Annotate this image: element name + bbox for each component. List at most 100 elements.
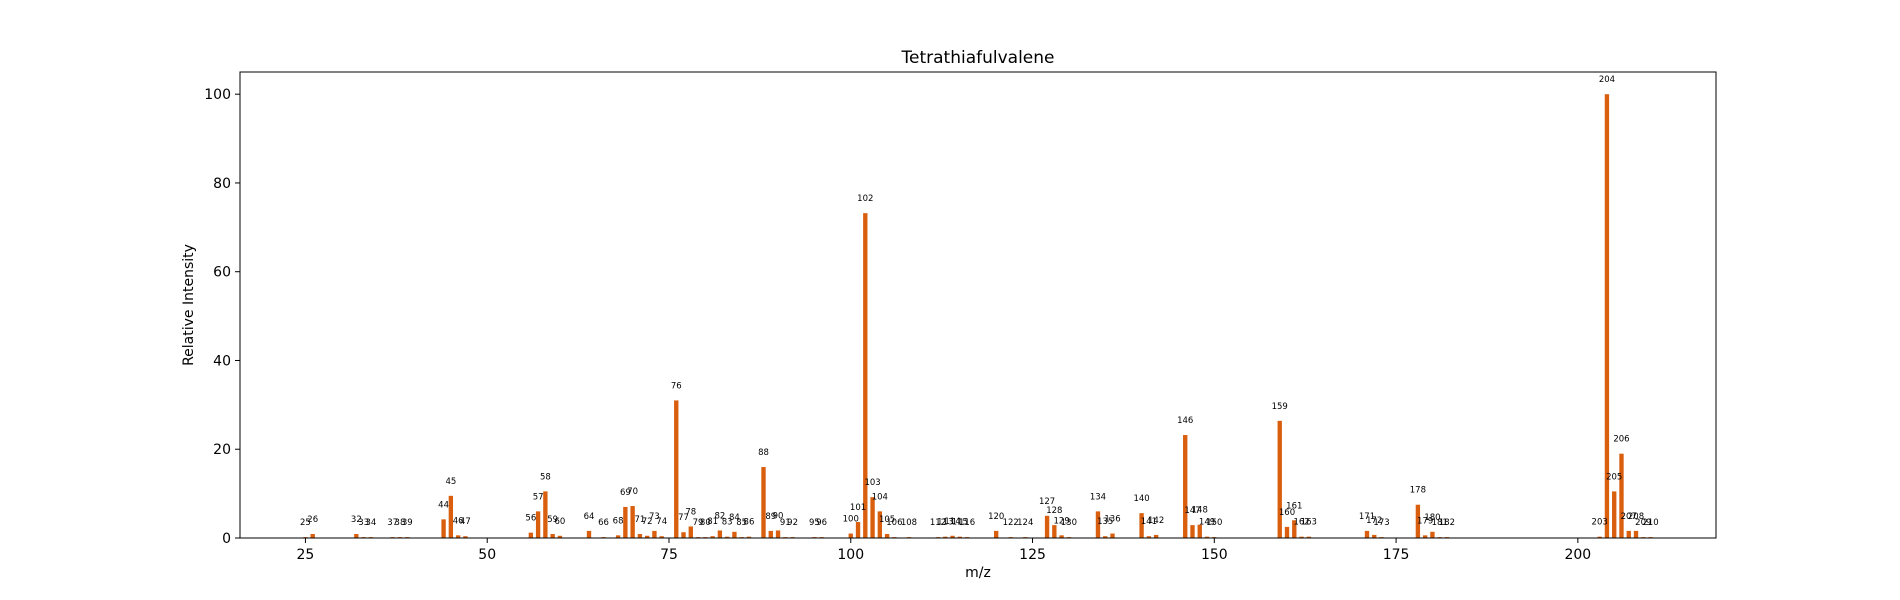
peak-label: 106 bbox=[886, 518, 902, 528]
peak-label: 89 bbox=[765, 512, 776, 522]
bar-mz-171 bbox=[1364, 530, 1370, 538]
bar-mz-72 bbox=[644, 535, 650, 538]
bar-mz-135 bbox=[1103, 536, 1108, 538]
peak-label: 142 bbox=[1148, 516, 1164, 526]
peak-label: 207 bbox=[1621, 512, 1637, 522]
peak-label: 134 bbox=[1090, 492, 1106, 502]
peak-label: 208 bbox=[1628, 512, 1644, 522]
bar-mz-141 bbox=[1146, 536, 1152, 538]
bar-mz-88 bbox=[761, 466, 766, 538]
peak-label: 26 bbox=[307, 515, 318, 525]
y-axis: 0 20 40 60 80 100 bbox=[204, 87, 240, 547]
bar-mz-77 bbox=[681, 532, 686, 538]
bar-mz-115 bbox=[957, 536, 962, 538]
bar-mz-90 bbox=[775, 530, 781, 538]
peak-label: 72 bbox=[642, 517, 653, 527]
peak-label: 84 bbox=[729, 513, 740, 523]
peak-label: 32 bbox=[351, 515, 362, 525]
peak-label: 112 bbox=[930, 518, 946, 528]
bar-mz-100 bbox=[848, 533, 853, 538]
peak-label: 80 bbox=[700, 518, 711, 528]
bar-mz-105 bbox=[884, 534, 890, 538]
bar-mz-57 bbox=[535, 511, 541, 538]
y-tick-label: 0 bbox=[222, 531, 231, 547]
x-tick-label: 100 bbox=[837, 547, 864, 563]
peak-label: 46 bbox=[453, 516, 464, 526]
peak-label: 45 bbox=[445, 477, 456, 487]
peak-label: 173 bbox=[1373, 518, 1389, 528]
peak-label: 182 bbox=[1439, 518, 1455, 528]
peak-label: 127 bbox=[1039, 497, 1055, 507]
bar-mz-162 bbox=[1299, 536, 1304, 538]
y-tick-label: 20 bbox=[213, 442, 231, 458]
x-tick-label: 200 bbox=[1564, 547, 1591, 563]
peak-label: 204 bbox=[1599, 75, 1615, 85]
peak-label: 81 bbox=[707, 517, 718, 527]
bar-mz-70 bbox=[630, 506, 635, 538]
peak-label: 149 bbox=[1199, 518, 1215, 528]
peak-label: 141 bbox=[1141, 517, 1157, 527]
peak-label: 101 bbox=[850, 503, 866, 513]
peak-label: 162 bbox=[1293, 518, 1309, 528]
peak-label: 82 bbox=[714, 511, 725, 521]
peak-label: 122 bbox=[1003, 518, 1019, 528]
peak-label: 114 bbox=[944, 517, 960, 527]
x-axis-title: m/z bbox=[965, 565, 991, 581]
peak-label: 91 bbox=[780, 518, 791, 528]
bar-mz-149 bbox=[1204, 536, 1210, 538]
y-tick-label: 60 bbox=[213, 265, 231, 281]
y-axis-title: Relative Intensity bbox=[181, 244, 197, 366]
bar-mz-102 bbox=[863, 213, 868, 538]
peak-label: 115 bbox=[952, 518, 968, 528]
peak-label: 206 bbox=[1613, 435, 1629, 445]
peak-label: 33 bbox=[358, 518, 369, 528]
bar-mz-136 bbox=[1110, 533, 1115, 538]
peak-label: 136 bbox=[1104, 515, 1120, 525]
bar-mz-68 bbox=[615, 535, 621, 538]
bar-mz-134 bbox=[1095, 511, 1101, 538]
peak-label: 135 bbox=[1097, 517, 1113, 527]
peak-label: 86 bbox=[744, 518, 755, 528]
bar-mz-128 bbox=[1052, 525, 1057, 538]
bar-mz-120 bbox=[994, 530, 999, 538]
bar-mz-60 bbox=[557, 535, 563, 538]
bar-mz-146 bbox=[1183, 435, 1188, 538]
peak-label: 128 bbox=[1046, 506, 1062, 516]
peak-label: 57 bbox=[533, 492, 544, 502]
peak-label: 60 bbox=[555, 517, 566, 527]
peak-label: 181 bbox=[1432, 518, 1448, 528]
peak-label: 161 bbox=[1286, 501, 1302, 511]
bar-mz-82 bbox=[717, 530, 723, 538]
peak-label: 79 bbox=[693, 518, 704, 528]
bar-mz-203 bbox=[1597, 536, 1602, 538]
peak-label: 104 bbox=[872, 492, 888, 502]
bar-mz-206 bbox=[1619, 453, 1624, 538]
peak-label: 73 bbox=[649, 512, 660, 522]
x-tick-label: 25 bbox=[297, 547, 315, 563]
peak-label: 147 bbox=[1184, 506, 1200, 516]
peak-label: 90 bbox=[773, 511, 784, 521]
peak-label: 71 bbox=[634, 515, 645, 525]
bar-mz-59 bbox=[550, 534, 555, 538]
peak-label: 124 bbox=[1017, 518, 1033, 528]
bar-mz-46 bbox=[455, 535, 461, 538]
peak-label: 209 bbox=[1635, 518, 1651, 528]
peak-label: 47 bbox=[460, 517, 471, 527]
bar-mz-104 bbox=[877, 511, 883, 538]
y-tick-label: 40 bbox=[213, 353, 231, 369]
x-tick-label: 50 bbox=[478, 547, 496, 563]
y-tick-label: 80 bbox=[213, 176, 231, 192]
peak-label: 100 bbox=[843, 515, 859, 525]
bar-mz-204 bbox=[1604, 94, 1610, 538]
peak-label: 69 bbox=[620, 488, 631, 498]
peak-label: 130 bbox=[1061, 518, 1077, 528]
bar-mz-178 bbox=[1415, 504, 1421, 538]
bar-mz-140 bbox=[1139, 513, 1144, 538]
peak-label: 78 bbox=[685, 507, 696, 517]
peak-label: 96 bbox=[816, 518, 827, 528]
bar-mz-101 bbox=[855, 522, 861, 538]
bar-mz-64 bbox=[586, 530, 592, 538]
bar-mz-208 bbox=[1633, 530, 1639, 538]
bar-mz-147 bbox=[1190, 525, 1195, 538]
